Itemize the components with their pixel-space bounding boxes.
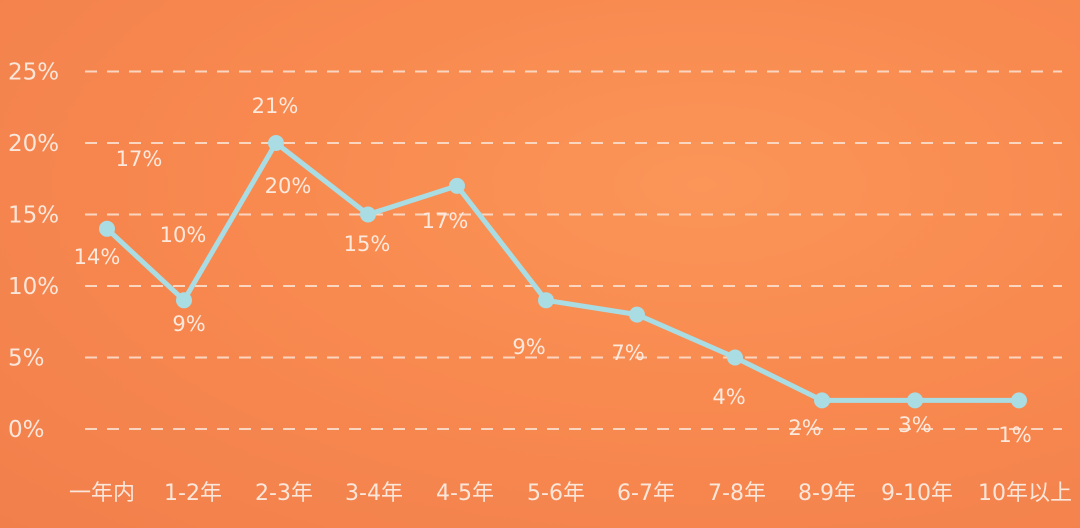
data-point [268, 135, 284, 151]
x-category-label: 6-7年 [617, 481, 675, 506]
data-point [907, 392, 923, 409]
data-label: 14% [74, 245, 121, 269]
data-point [538, 292, 554, 309]
data-point [814, 392, 830, 409]
data-label: 4% [712, 385, 745, 409]
data-label: 3% [898, 413, 931, 437]
data-label: 20% [265, 174, 312, 198]
x-category-label: 一年内 [69, 481, 135, 506]
x-category-label: 5-6年 [527, 481, 585, 506]
extra-data-label: 21% [252, 94, 299, 118]
x-category-label: 7-8年 [708, 481, 766, 506]
data-point [727, 349, 743, 366]
data-label: 7% [611, 341, 644, 365]
y-axis-ticks: 0% 5% 10% 15% 20% 25% [8, 60, 59, 444]
data-point [449, 177, 465, 194]
x-category-label: 8-9年 [798, 481, 856, 506]
series-line [104, 140, 1022, 403]
data-point [99, 220, 115, 237]
data-label: 15% [344, 232, 391, 256]
data-points [99, 135, 1027, 409]
x-axis-categories: 一年内 1-2年 2-3年 3-4年 4-5年 5-6年 6-7年 7-8年 8-9年 9-10年… [69, 481, 1072, 506]
data-label: 9% [512, 335, 545, 359]
y-tick-label: 10% [8, 274, 59, 300]
y-tick-label: 0% [8, 417, 45, 443]
data-label: 1% [998, 423, 1031, 447]
data-point [360, 206, 376, 223]
x-category-label: 4-5年 [436, 481, 494, 506]
data-labels: 14% 9% 20% 15% 17% 9% 7% 4% 2% 3% 1% 17% 10% 21% [74, 94, 1032, 447]
data-label: 17% [422, 209, 469, 233]
extra-data-label: 17% [116, 147, 163, 171]
x-category-label: 9-10年 [881, 481, 953, 506]
extra-data-label: 10% [160, 223, 207, 247]
series-line-layer [104, 140, 1022, 403]
y-tick-label: 15% [8, 203, 59, 229]
data-point [176, 292, 192, 309]
x-category-label: 10年以上 [978, 481, 1072, 506]
y-tick-label: 25% [8, 60, 59, 86]
x-category-label: 3-4年 [345, 481, 403, 506]
x-category-label: 1-2年 [164, 481, 222, 506]
data-label: 2% [788, 416, 821, 440]
x-category-label: 2-3年 [255, 481, 313, 506]
data-label: 9% [172, 312, 205, 336]
data-point [1011, 392, 1027, 409]
grid-lines [85, 70, 1062, 430]
y-tick-label: 5% [8, 346, 45, 372]
data-point [629, 306, 645, 323]
y-tick-label: 20% [8, 131, 59, 157]
